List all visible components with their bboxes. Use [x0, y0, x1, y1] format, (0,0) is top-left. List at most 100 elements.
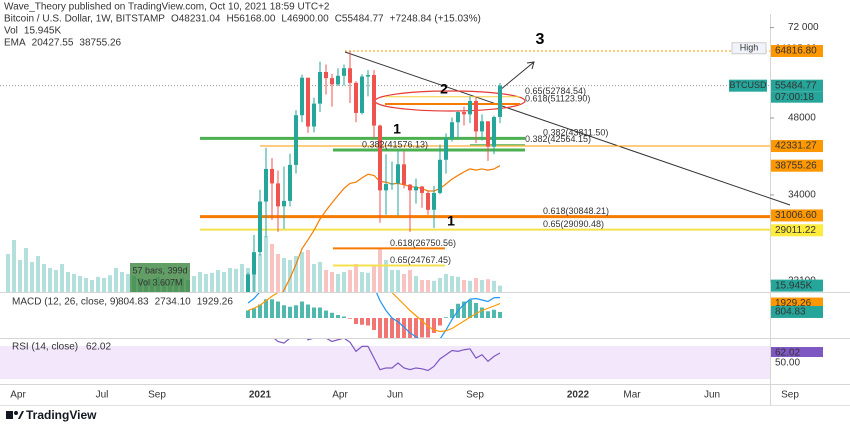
- macd-hist: [498, 311, 502, 318]
- volume-bar: [78, 276, 82, 292]
- price-box-text: 29011.22: [775, 225, 816, 236]
- volume-bar: [372, 266, 376, 292]
- header-text: H56168.00: [226, 14, 275, 25]
- macd-hist: [420, 318, 424, 338]
- macd-hist: [330, 312, 334, 318]
- volume-bar: [384, 260, 388, 292]
- header-text: O48231.04: [171, 14, 221, 25]
- macd-hist: [354, 318, 358, 324]
- volume-bar: [396, 270, 400, 292]
- volume-bar: [498, 285, 502, 292]
- volume-bar: [126, 274, 130, 292]
- volume-bar: [258, 254, 262, 292]
- price-box: [771, 279, 823, 292]
- candle-body: [348, 68, 352, 83]
- candle-body: [324, 71, 328, 79]
- candle-body: [360, 76, 364, 113]
- volume-bar: [204, 274, 208, 292]
- footer-brand: TradingView: [26, 408, 97, 422]
- price-box: [771, 347, 823, 360]
- time-label: Apr: [332, 390, 348, 401]
- volume-bar: [408, 270, 412, 292]
- measure-box: [130, 263, 190, 292]
- candle-body: [300, 77, 304, 116]
- volume-bar: [54, 270, 58, 292]
- price-box: [771, 79, 823, 92]
- macd-hist: [342, 316, 346, 318]
- macd-hist: [390, 318, 394, 338]
- candle-body: [462, 112, 466, 115]
- candle-body: [498, 85, 502, 117]
- wave-label: 1: [393, 121, 401, 137]
- candle-body: [366, 75, 370, 77]
- macd-hist: [462, 301, 466, 318]
- price-box-text: 62.02: [775, 348, 800, 359]
- volume-bar: [342, 272, 346, 292]
- macd-hist: [468, 300, 472, 318]
- macd-hist: [480, 307, 484, 318]
- volume-bar: [12, 240, 16, 292]
- volume-bar: [90, 280, 94, 292]
- candle-body: [276, 183, 280, 207]
- volume-bar: [324, 270, 328, 292]
- wave-label: 1: [447, 213, 455, 229]
- measure-text: Vol 3.607M: [137, 277, 182, 287]
- macd-title: MACD (12, 26, close, 9): [12, 297, 119, 308]
- macd-hist: [402, 318, 406, 338]
- macd-hist: [396, 318, 400, 338]
- high-tag: High: [740, 43, 759, 53]
- volume-bar: [420, 280, 424, 292]
- tv-logo: [6, 411, 24, 419]
- macd-hist: [486, 311, 490, 318]
- macd-readout: 1929.26: [197, 297, 234, 308]
- candle-body: [354, 82, 358, 113]
- header-text: Bitcoin / U.S. Dollar, 1W, BITSTAMP: [4, 14, 165, 25]
- price-box-text: 15.945K: [775, 280, 813, 291]
- volume-bar: [228, 268, 232, 292]
- rsi-line: [274, 339, 501, 372]
- price-box: [771, 159, 823, 172]
- volume-bar: [444, 274, 448, 292]
- macd-hist: [348, 318, 352, 319]
- macd-hist: [324, 310, 328, 318]
- arrow: [499, 61, 535, 91]
- time-label: Jun: [704, 390, 720, 401]
- volume-bar: [480, 280, 484, 292]
- volume-bar: [414, 276, 418, 292]
- candle-body: [396, 164, 400, 184]
- wave-label: 3: [536, 31, 545, 48]
- candle-body: [426, 192, 430, 210]
- candle-body: [282, 200, 286, 207]
- time-label: 2022: [567, 390, 590, 401]
- time-label: 2021: [249, 390, 272, 401]
- price-box-text: 42331.27: [775, 141, 817, 152]
- header-text: 38755.26: [79, 38, 121, 49]
- volume-bar: [288, 260, 292, 292]
- volume-bar: [378, 248, 382, 292]
- time-label: Mar: [623, 390, 641, 401]
- candle-body: [474, 101, 478, 132]
- volume-bar: [468, 280, 472, 292]
- countdown: 07:00:18: [775, 92, 814, 103]
- macd-hist: [366, 318, 370, 326]
- volume-bar: [330, 272, 334, 292]
- volume-bar: [198, 272, 202, 292]
- candle-body: [408, 184, 412, 191]
- volume-bar: [390, 270, 394, 292]
- macd-hist: [432, 318, 436, 333]
- macd-pane: [246, 293, 502, 338]
- price-box-text: 1929.26: [775, 298, 812, 309]
- layer: Wave_Theory published on TradingView.com…: [0, 2, 823, 401]
- macd-hist: [408, 318, 412, 338]
- volume-bar: [216, 270, 220, 292]
- header-text: 20427.55: [32, 38, 74, 49]
- macd-hist: [282, 305, 286, 318]
- macd-hist: [312, 307, 316, 318]
- volume-bar: [270, 244, 274, 292]
- candle-body: [306, 77, 310, 127]
- volume-bar: [312, 264, 316, 292]
- volume-bar: [450, 276, 454, 292]
- macd-hist: [492, 309, 496, 318]
